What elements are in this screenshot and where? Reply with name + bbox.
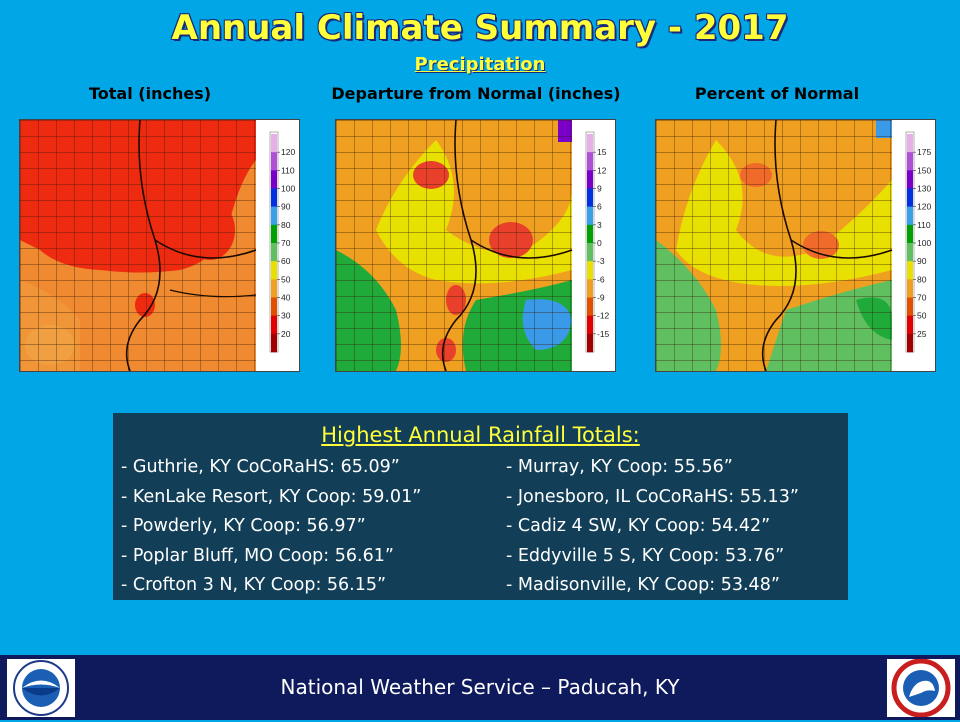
legend-swatch <box>907 206 913 226</box>
legend-swatch <box>587 188 593 207</box>
rainfall-item: - KenLake Resort, KY Coop: 59.01” <box>121 486 422 507</box>
rainfall-item: - Powderly, KY Coop: 56.97” <box>121 516 366 536</box>
legend-tick-label: 100 <box>917 238 931 248</box>
legend-tick-label: -6 <box>597 274 605 284</box>
legend-tick-label: -15 <box>597 329 610 339</box>
map-percent: 175 150 130 120 110 100 90 80 70 50 25 <box>655 119 936 372</box>
rainfall-item: - Crofton 3 N, KY Coop: 56.15” <box>121 575 387 595</box>
legend-tick-label: 110 <box>917 220 931 230</box>
legend-swatch <box>271 315 277 335</box>
legend-tick-label: 0 <box>597 238 602 248</box>
legend-tick-label: 175 <box>917 147 931 157</box>
legend-swatch <box>587 333 593 353</box>
legend-tick-label: 120 <box>281 147 295 157</box>
legend-swatch <box>587 261 593 280</box>
legend-swatch <box>587 315 593 335</box>
rainfall-item: - Eddyville 5 S, KY Coop: 53.76” <box>506 545 785 566</box>
legend-tick-label: 90 <box>281 202 291 212</box>
rainfall-item: - Jonesboro, IL CoCoRaHS: 55.13” <box>506 486 799 507</box>
rainfall-item: - Murray, KY Coop: 55.56” <box>506 457 733 477</box>
legend-tick-label: 20 <box>281 329 291 339</box>
legend-tick-label: 60 <box>281 256 291 266</box>
legend-scale: 15 12 9 6 3 0 -3 -6 -9 -12 -15 <box>587 134 610 353</box>
legend-tick-label: 30 <box>281 311 291 321</box>
legend-swatch <box>907 243 913 262</box>
legend-swatch <box>907 297 913 316</box>
rainfall-item: - Guthrie, KY CoCoRaHS: 65.09” <box>121 457 400 477</box>
noaa-logo-icon <box>7 659 75 717</box>
map-label-percent: Percent of Normal <box>694 84 860 103</box>
legend-tick-label: 50 <box>281 274 291 284</box>
rainfall-item: - Madisonville, KY Coop: 53.48” <box>506 575 780 595</box>
legend-swatch <box>907 188 913 207</box>
rainfall-item: - Poplar Bluff, MO Coop: 56.61” <box>121 545 394 566</box>
map-total: 120 110 100 90 80 70 60 50 40 30 20 <box>19 119 300 372</box>
footer-title: National Weather Service – Paducah, KY <box>280 675 680 699</box>
legend-swatch <box>271 243 277 262</box>
footer-bar: National Weather Service – Paducah, KY <box>0 655 960 720</box>
rainfall-list-right: - Murray, KY Coop: 55.56” - Jonesboro, I… <box>506 453 799 601</box>
page-title: Annual Climate Summary - 2017 <box>171 8 789 48</box>
legend-swatch <box>907 224 913 244</box>
legend-swatch <box>587 170 593 189</box>
legend-swatch <box>271 206 277 226</box>
legend-swatch <box>907 170 913 189</box>
legend-swatch <box>907 279 913 298</box>
legend-tick-label: 50 <box>917 311 927 321</box>
legend-swatch <box>907 333 913 353</box>
map-label-departure: Departure from Normal (inches) <box>331 84 621 103</box>
legend-swatch <box>587 206 593 226</box>
legend-swatch <box>271 188 277 207</box>
legend-tick-label: 120 <box>917 202 931 212</box>
page-subtitle: Precipitation <box>414 54 546 75</box>
legend-tick-label: 40 <box>281 293 291 303</box>
legend-swatch <box>271 152 277 171</box>
legend-scale: 175 150 130 120 110 100 90 80 70 50 25 <box>907 134 931 353</box>
legend-tick-label: 15 <box>597 147 607 157</box>
legend-scale: 120 110 100 90 80 70 60 50 40 30 20 <box>271 134 295 353</box>
legend-swatch <box>907 152 913 171</box>
legend-swatch <box>271 224 277 244</box>
legend-swatch <box>587 279 593 298</box>
legend-swatch <box>587 134 593 153</box>
legend-tick-label: 150 <box>917 165 931 175</box>
rainfall-totals-title: Highest Annual Rainfall Totals: <box>321 423 640 447</box>
legend-swatch <box>271 170 277 189</box>
legend-tick-label: 9 <box>597 184 602 194</box>
legend-tick-label: -12 <box>597 311 610 321</box>
legend-tick-label: 110 <box>281 165 295 175</box>
legend-tick-label: 25 <box>917 329 927 339</box>
legend-tick-label: 80 <box>917 274 927 284</box>
rainfall-item: - Cadiz 4 SW, KY Coop: 54.42” <box>506 516 771 536</box>
legend-tick-label: 100 <box>281 184 295 194</box>
map-departure: 15 12 9 6 3 0 -3 -6 -9 -12 -15 <box>335 119 616 372</box>
legend-swatch <box>907 315 913 335</box>
legend-tick-label: 6 <box>597 202 602 212</box>
legend-tick-label: 70 <box>917 293 927 303</box>
rainfall-list-left: - Guthrie, KY CoCoRaHS: 65.09” - KenLake… <box>121 453 421 601</box>
legend-swatch <box>271 333 277 353</box>
legend-tick-label: 3 <box>597 220 602 230</box>
legend-swatch <box>271 261 277 280</box>
rainfall-totals-panel: Highest Annual Rainfall Totals: - Guthri… <box>113 413 848 600</box>
legend-tick-label: 80 <box>281 220 291 230</box>
legend-swatch <box>271 279 277 298</box>
legend-swatch <box>907 261 913 280</box>
nws-logo-icon <box>887 658 955 718</box>
legend-swatch <box>907 134 913 153</box>
legend-tick-label: 12 <box>597 165 607 175</box>
legend-tick-label: 90 <box>917 256 927 266</box>
legend-tick-label: -3 <box>597 256 605 266</box>
legend-tick-label: 70 <box>281 238 291 248</box>
map-label-total: Total (inches) <box>88 84 212 103</box>
legend-swatch <box>587 224 593 244</box>
legend-tick-label: 130 <box>917 184 931 194</box>
legend-tick-label: -9 <box>597 293 605 303</box>
legend-swatch <box>587 243 593 262</box>
legend-swatch <box>271 134 277 153</box>
legend-swatch <box>271 297 277 316</box>
legend-swatch <box>587 152 593 171</box>
legend-swatch <box>587 297 593 316</box>
